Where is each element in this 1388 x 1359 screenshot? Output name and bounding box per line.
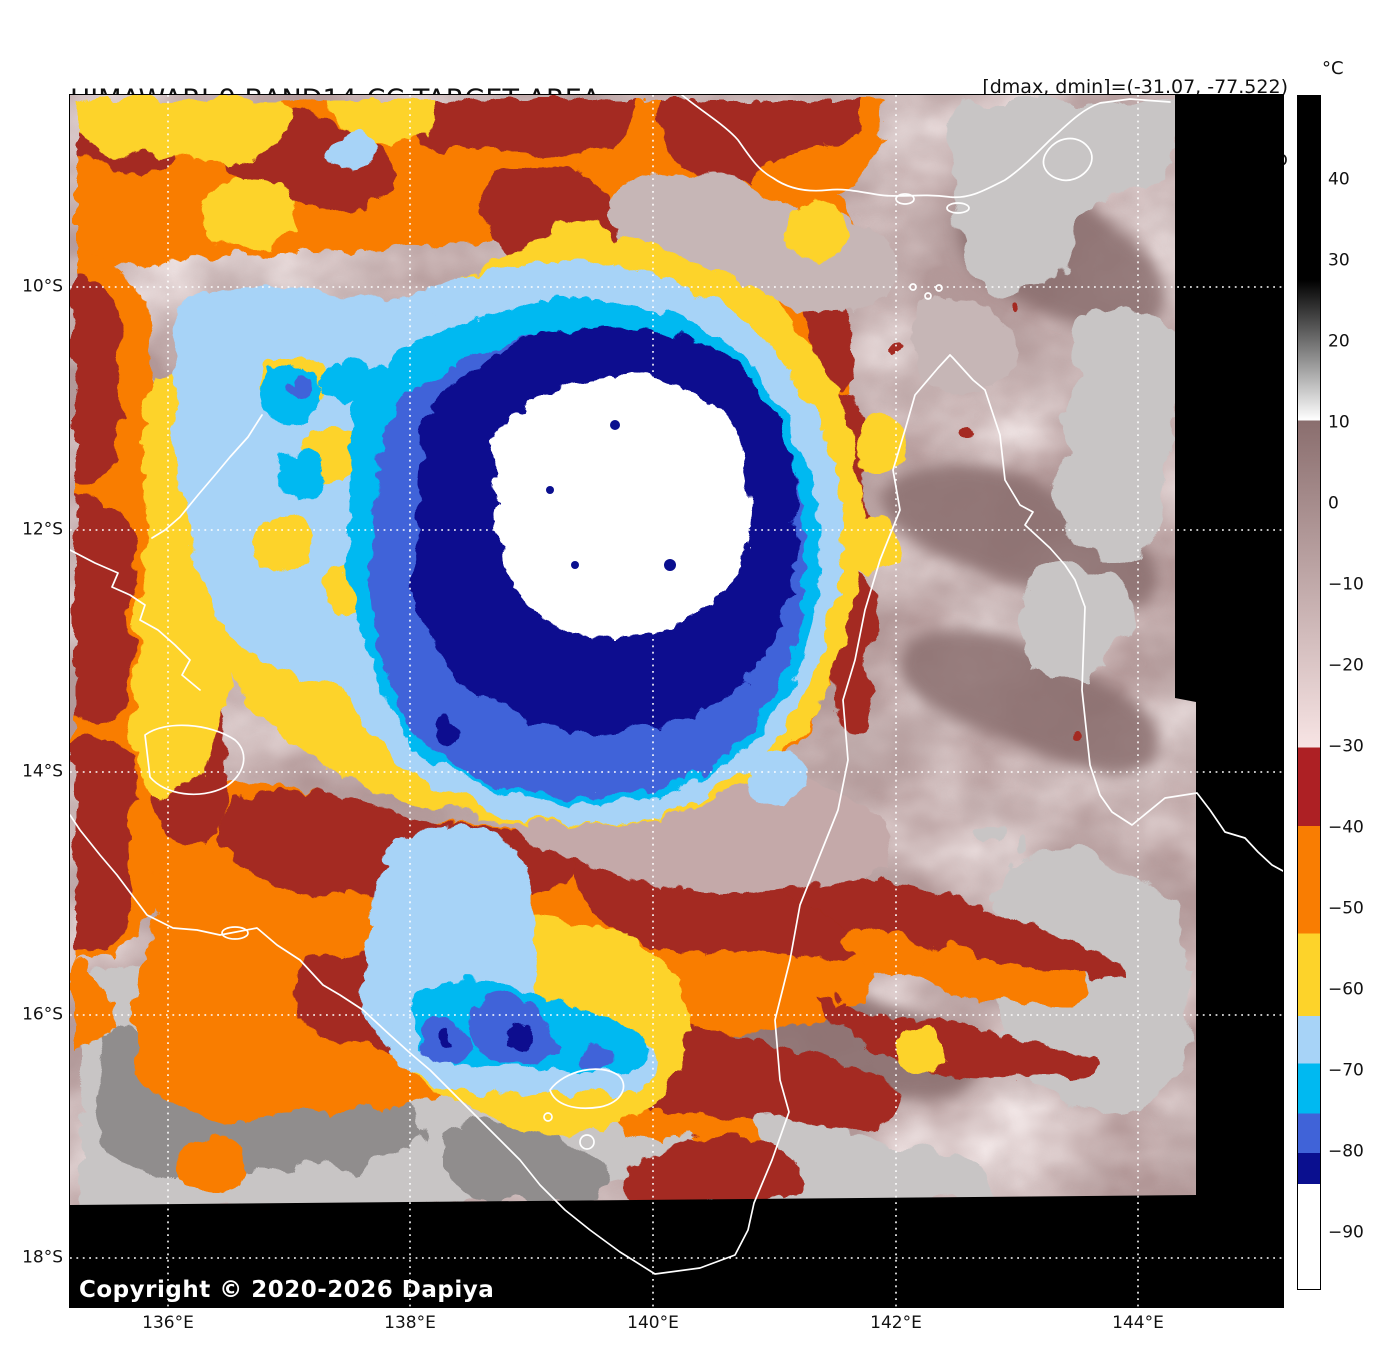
longitude-tick-label: 142°E	[870, 1313, 922, 1333]
latitude-tick-label: 14°S	[22, 761, 63, 782]
torres-island-3	[935, 284, 943, 292]
coast-cape-york-east	[949, 354, 1283, 872]
cold-core-white	[489, 371, 746, 632]
island-mornington	[549, 1068, 625, 1109]
latitude-tick-label: 10°S	[22, 276, 63, 297]
dmax-dmin-readout: [dmax, dmin]=(-31.07, -77.522)	[982, 76, 1288, 98]
colorbar-tick-label: −50	[1328, 898, 1364, 919]
colorbar-unit-label: °C	[1322, 58, 1344, 79]
colorbar-tick-label: −90	[1328, 1222, 1364, 1243]
longitude-tick-label: 138°E	[384, 1313, 436, 1333]
coast-png-island	[1042, 137, 1093, 182]
latitude-tick-label: 18°S	[22, 1247, 63, 1268]
coast-gulf-west	[70, 354, 951, 1275]
satellite-image	[70, 95, 1283, 1307]
colorbar-tick-labels: 40 30 20 10 0 −10 −20 −30 −40 −50 −60 −70 −80 −90	[1328, 95, 1388, 1288]
colorbar-tick-label: −80	[1328, 1141, 1364, 1162]
latitude-axis: 10°S 12°S 14°S 16°S 18°S	[0, 0, 63, 1359]
island-small-3	[579, 1134, 595, 1150]
island-bentinck	[543, 1112, 553, 1122]
colorbar-tick-label: −60	[1328, 979, 1364, 1000]
colorbar-tick-label: −70	[1328, 1060, 1364, 1081]
temperature-colorbar	[1297, 95, 1321, 1290]
spiral-orange-cores	[841, 923, 978, 971]
colorbar-tick-label: −10	[1328, 574, 1364, 595]
colorbar-tick-label: −20	[1328, 655, 1364, 676]
latitude-tick-label: 12°S	[22, 519, 63, 540]
colorbar-tick-label: 30	[1328, 250, 1350, 271]
longitude-axis: 136°E 138°E 140°E 142°E 144°E	[0, 1313, 1388, 1343]
coast-png	[681, 95, 1171, 199]
colorbar-tick-label: 20	[1328, 331, 1350, 352]
torres-island-2	[924, 292, 932, 300]
island-small-2	[946, 202, 970, 214]
copyright-watermark: Copyright © 2020-2026 Dapiya	[79, 1277, 495, 1303]
island-groote	[144, 724, 245, 796]
latitude-tick-label: 16°S	[22, 1004, 63, 1025]
coastlines	[70, 95, 1283, 1275]
colorbar-tick-label: −40	[1328, 817, 1364, 838]
colorbar-tick-label: 10	[1328, 412, 1350, 433]
islands-pellew	[221, 926, 249, 940]
core-navy-specks	[546, 420, 676, 571]
coast-gove	[70, 549, 201, 691]
colorbar-tick-label: 40	[1328, 169, 1350, 190]
satellite-map: Copyright © 2020-2026 Dapiya	[69, 94, 1284, 1308]
longitude-tick-label: 140°E	[627, 1313, 679, 1333]
longitude-tick-label: 136°E	[142, 1313, 194, 1333]
longitude-tick-label: 144°E	[1112, 1313, 1164, 1333]
colorbar-tick-label: −30	[1328, 736, 1364, 757]
islands-wessel	[151, 414, 263, 539]
colorbar-tick-label: 0	[1328, 493, 1339, 514]
